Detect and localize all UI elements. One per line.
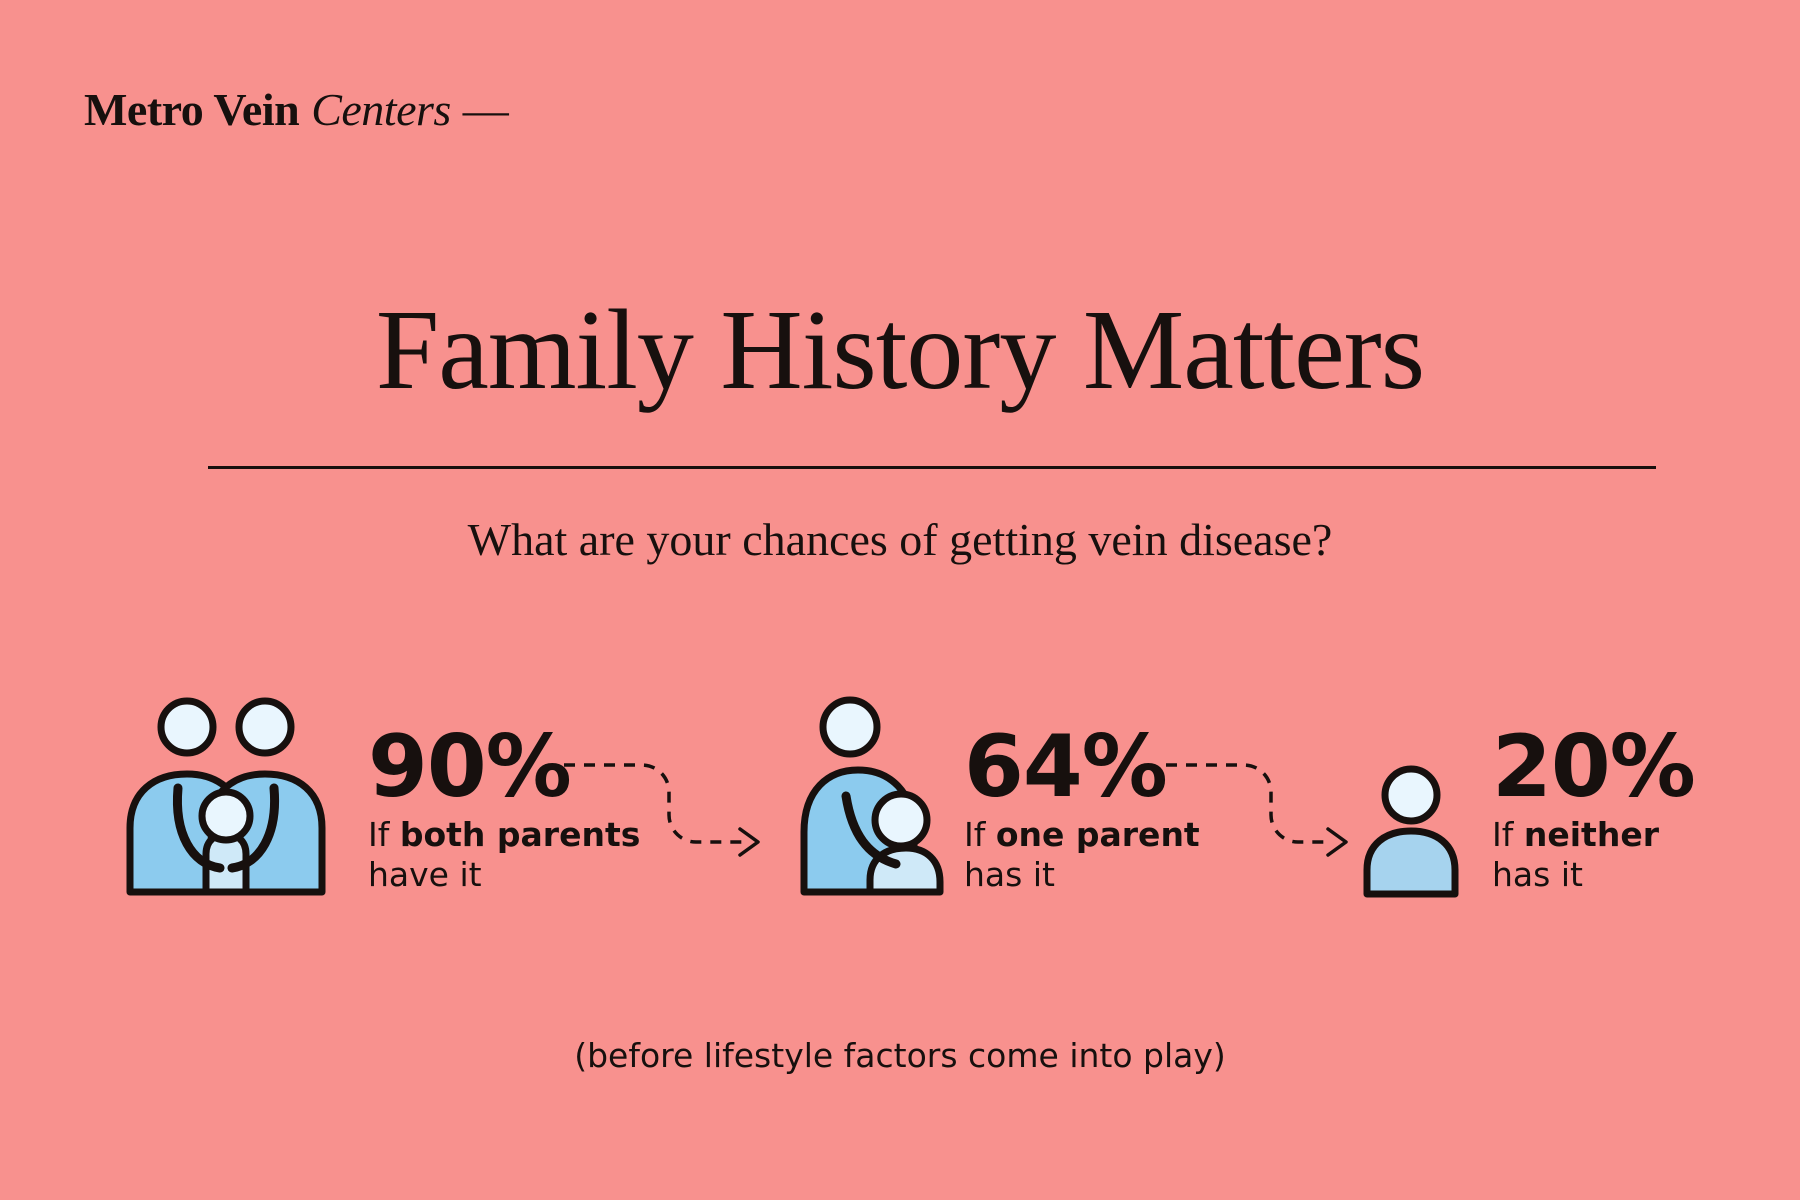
stat-label-line2: has it [964,855,1055,894]
brand-name: Metro Vein [84,84,300,135]
stat-label-prefix: If [368,815,390,854]
stat-label-line2: have it [368,855,482,894]
page-subtitle: What are your chances of getting vein di… [467,514,1333,565]
stat-value: 64% [964,717,1168,817]
dashed-arrow-icon [1166,763,1348,857]
stat-label: If one parent has it [964,815,1200,895]
stat-one-parent: 64% If one parent has it [964,717,1200,895]
page-title: Family History Matters [375,286,1425,413]
stat-value: 90% [368,717,572,817]
stat-label: If both parents have it [368,815,640,895]
stat-label: If neither has it [1492,815,1695,895]
stat-both-parents: 90% If both parents have it [368,717,640,895]
single-person-icon [1363,765,1459,898]
stat-label-highlight: both parents [399,815,641,854]
title-divider [208,466,1656,469]
parent-holding-child-icon [800,696,944,896]
both-parents-with-child-icon [126,697,326,896]
brand-dash: — [462,84,509,135]
brand-name-suffix: Centers [311,84,451,135]
stat-label-line2: has it [1492,855,1583,894]
brand-logo: Metro Vein Centers — [84,82,509,137]
stat-label-highlight: neither [1523,815,1659,854]
stat-value: 20% [1492,717,1696,817]
dashed-arrow-icon [564,763,760,857]
stat-label-prefix: If [1492,815,1514,854]
stat-label-prefix: If [964,815,986,854]
footnote: (before lifestyle factors come into play… [574,1036,1226,1075]
stat-label-highlight: one parent [995,815,1200,854]
stat-neither: 20% If neither has it [1492,717,1696,895]
